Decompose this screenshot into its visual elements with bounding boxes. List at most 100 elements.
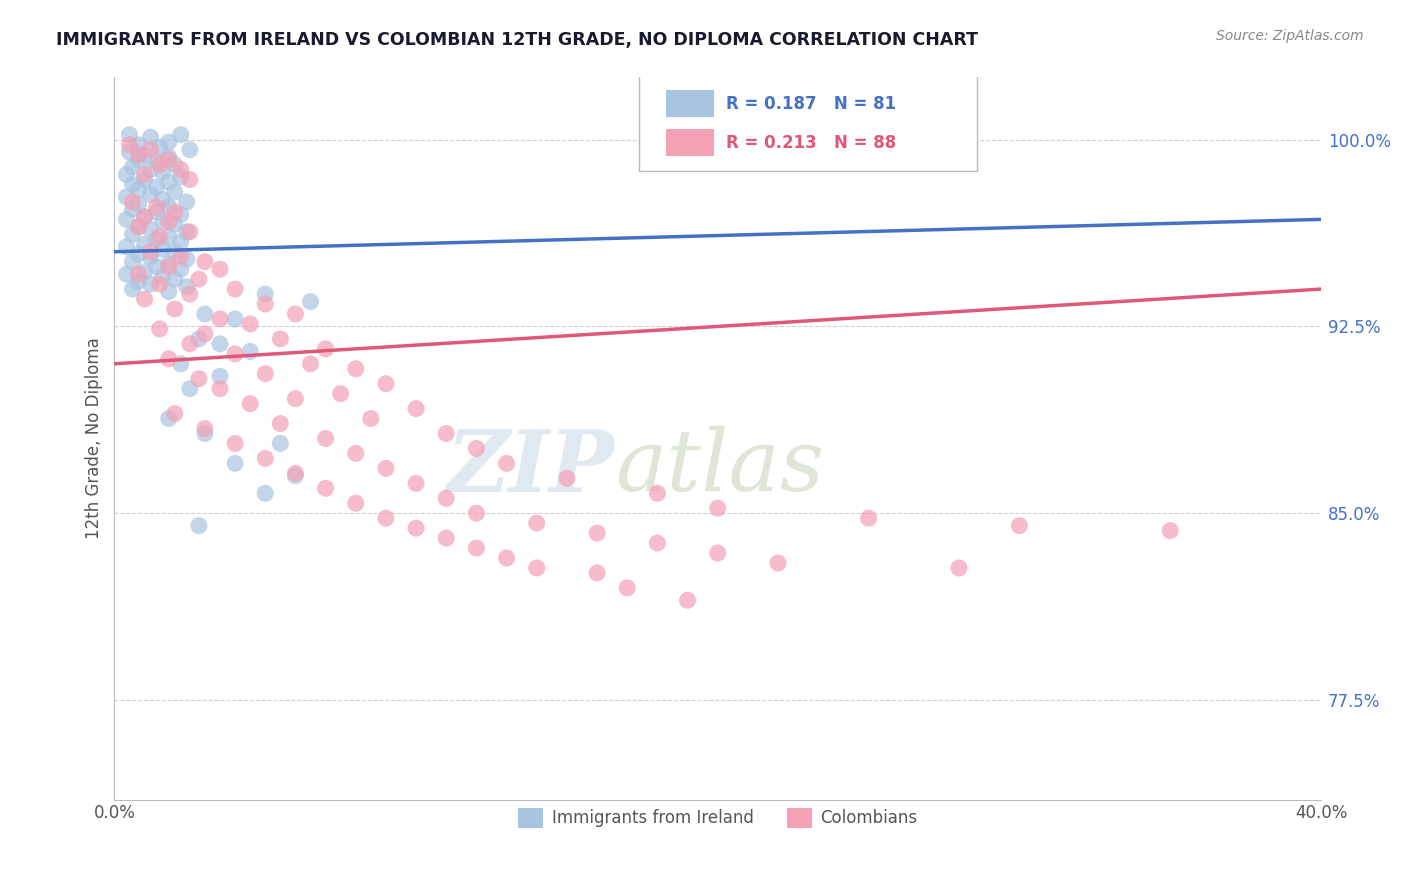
Point bbox=[208, 382, 231, 396]
Point bbox=[128, 147, 150, 161]
Point bbox=[152, 242, 174, 256]
Point bbox=[526, 561, 548, 575]
Point bbox=[254, 287, 277, 301]
Point bbox=[179, 287, 201, 301]
Point bbox=[118, 145, 141, 160]
Point bbox=[187, 272, 209, 286]
Point bbox=[145, 155, 167, 169]
Point bbox=[152, 215, 174, 229]
Point bbox=[157, 153, 180, 167]
Point bbox=[344, 446, 367, 460]
Point bbox=[284, 307, 307, 321]
Point bbox=[157, 175, 180, 189]
Point bbox=[134, 172, 156, 186]
Point bbox=[495, 551, 517, 566]
Point bbox=[344, 496, 367, 510]
Point bbox=[224, 347, 246, 361]
Point bbox=[224, 456, 246, 470]
Point bbox=[139, 277, 162, 292]
Point bbox=[179, 336, 201, 351]
Point bbox=[194, 307, 217, 321]
Point bbox=[526, 516, 548, 530]
Point bbox=[374, 461, 396, 475]
Point bbox=[208, 262, 231, 277]
Point bbox=[170, 235, 193, 249]
Point bbox=[121, 160, 143, 174]
Point bbox=[208, 312, 231, 326]
Point bbox=[434, 491, 457, 506]
Point bbox=[1159, 524, 1181, 538]
Point bbox=[170, 162, 193, 177]
Point bbox=[157, 257, 180, 271]
Point bbox=[176, 252, 198, 267]
Point bbox=[145, 205, 167, 219]
Point bbox=[555, 471, 578, 485]
Point bbox=[163, 185, 186, 199]
Point bbox=[115, 240, 138, 254]
Point bbox=[163, 218, 186, 232]
Text: IMMIGRANTS FROM IRELAND VS COLOMBIAN 12TH GRADE, NO DIPLOMA CORRELATION CHART: IMMIGRANTS FROM IRELAND VS COLOMBIAN 12T… bbox=[56, 31, 979, 49]
Point bbox=[179, 225, 201, 239]
Text: R = 0.213   N = 88: R = 0.213 N = 88 bbox=[725, 134, 897, 152]
Point bbox=[163, 301, 186, 316]
Point bbox=[128, 137, 150, 152]
Point bbox=[224, 312, 246, 326]
Point bbox=[465, 506, 488, 520]
Point bbox=[179, 172, 201, 186]
Point bbox=[284, 392, 307, 406]
Point bbox=[239, 317, 262, 331]
Point bbox=[145, 260, 167, 274]
Point bbox=[187, 518, 209, 533]
Point bbox=[299, 357, 322, 371]
Point bbox=[948, 561, 970, 575]
Point bbox=[157, 200, 180, 214]
Point bbox=[134, 292, 156, 306]
Point bbox=[179, 382, 201, 396]
Point bbox=[139, 244, 162, 259]
Point bbox=[134, 168, 156, 182]
Point bbox=[284, 467, 307, 481]
Point bbox=[121, 194, 143, 209]
Point bbox=[586, 566, 609, 580]
Point bbox=[170, 128, 193, 142]
Point bbox=[315, 342, 337, 356]
Point bbox=[152, 193, 174, 207]
Point bbox=[616, 581, 638, 595]
Point bbox=[157, 229, 180, 244]
Point bbox=[115, 267, 138, 281]
Point bbox=[121, 254, 143, 268]
Point bbox=[405, 476, 427, 491]
Point bbox=[586, 526, 609, 541]
Point bbox=[145, 232, 167, 246]
Point bbox=[254, 367, 277, 381]
Text: ZIP: ZIP bbox=[447, 425, 616, 509]
Point bbox=[163, 272, 186, 286]
Point bbox=[149, 229, 172, 244]
Point bbox=[115, 168, 138, 182]
Point bbox=[149, 322, 172, 336]
Point bbox=[170, 357, 193, 371]
Point bbox=[139, 250, 162, 264]
Point bbox=[194, 254, 217, 268]
Point bbox=[239, 344, 262, 359]
Point bbox=[706, 501, 728, 516]
Point bbox=[128, 219, 150, 234]
FancyBboxPatch shape bbox=[640, 74, 977, 171]
Point bbox=[118, 137, 141, 152]
Point bbox=[269, 332, 291, 346]
Legend: Immigrants from Ireland, Colombians: Immigrants from Ireland, Colombians bbox=[512, 801, 924, 835]
Point bbox=[187, 332, 209, 346]
Point bbox=[157, 150, 180, 164]
Point bbox=[647, 536, 669, 550]
Point bbox=[163, 407, 186, 421]
Point bbox=[254, 297, 277, 311]
Point bbox=[121, 178, 143, 192]
Point bbox=[374, 376, 396, 391]
Point bbox=[176, 279, 198, 293]
Point bbox=[176, 225, 198, 239]
Point bbox=[118, 128, 141, 142]
Point bbox=[128, 275, 150, 289]
Point bbox=[170, 262, 193, 277]
Point bbox=[139, 162, 162, 177]
Point bbox=[465, 442, 488, 456]
